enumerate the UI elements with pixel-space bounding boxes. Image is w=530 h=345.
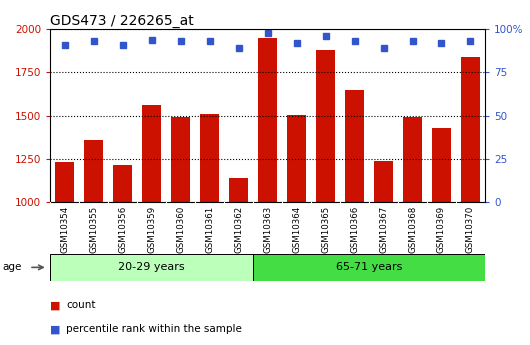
Text: GSM10364: GSM10364: [292, 206, 301, 253]
Bar: [253, 254, 485, 281]
Text: age: age: [3, 263, 22, 272]
Text: ■: ■: [50, 325, 61, 334]
Text: GSM10362: GSM10362: [234, 206, 243, 253]
Text: GSM10366: GSM10366: [350, 206, 359, 253]
Text: GSM10369: GSM10369: [437, 206, 446, 253]
Text: GSM10365: GSM10365: [321, 206, 330, 253]
Bar: [287, 115, 306, 202]
Text: GSM10367: GSM10367: [379, 206, 388, 253]
Bar: [200, 114, 219, 202]
Bar: [316, 50, 335, 202]
Text: ■: ■: [50, 300, 61, 310]
Bar: [345, 90, 364, 202]
Bar: [258, 38, 277, 202]
Bar: [113, 165, 132, 202]
Text: count: count: [66, 300, 96, 310]
Text: GSM10354: GSM10354: [60, 206, 69, 253]
Text: GSM10370: GSM10370: [466, 206, 475, 253]
Bar: [229, 178, 248, 202]
Bar: [143, 105, 161, 202]
Bar: [171, 117, 190, 202]
Bar: [374, 161, 393, 202]
Text: GSM10359: GSM10359: [147, 206, 156, 253]
Bar: [50, 254, 253, 281]
Text: GSM10361: GSM10361: [205, 206, 214, 253]
Bar: [432, 128, 451, 202]
Text: percentile rank within the sample: percentile rank within the sample: [66, 325, 242, 334]
Bar: [403, 117, 422, 202]
Bar: [84, 140, 103, 202]
Text: GSM10355: GSM10355: [90, 206, 98, 253]
Bar: [56, 162, 74, 202]
Bar: [461, 57, 480, 202]
Text: GSM10363: GSM10363: [263, 206, 272, 253]
Text: 65-71 years: 65-71 years: [336, 263, 402, 272]
Text: GSM10356: GSM10356: [118, 206, 127, 253]
Text: GDS473 / 226265_at: GDS473 / 226265_at: [50, 14, 194, 28]
Text: GSM10368: GSM10368: [408, 206, 417, 253]
Text: 20-29 years: 20-29 years: [118, 263, 185, 272]
Text: GSM10360: GSM10360: [176, 206, 185, 253]
